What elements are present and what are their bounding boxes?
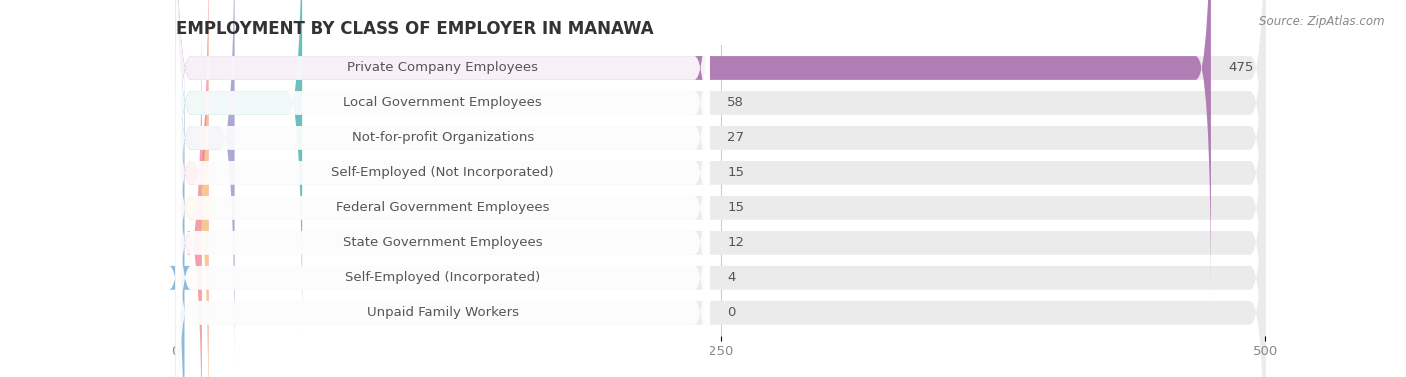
Text: Private Company Employees: Private Company Employees [347, 61, 538, 75]
FancyBboxPatch shape [176, 0, 710, 336]
FancyBboxPatch shape [176, 45, 1265, 377]
Text: Not-for-profit Organizations: Not-for-profit Organizations [352, 132, 534, 144]
FancyBboxPatch shape [176, 0, 1265, 377]
Text: EMPLOYMENT BY CLASS OF EMPLOYER IN MANAWA: EMPLOYMENT BY CLASS OF EMPLOYER IN MANAW… [176, 20, 654, 38]
Text: Local Government Employees: Local Government Employees [343, 97, 543, 109]
Text: 4: 4 [727, 271, 735, 284]
FancyBboxPatch shape [176, 0, 1265, 336]
Text: 0: 0 [727, 306, 735, 319]
FancyBboxPatch shape [176, 10, 710, 377]
FancyBboxPatch shape [176, 0, 1211, 301]
FancyBboxPatch shape [176, 0, 1265, 371]
FancyBboxPatch shape [176, 0, 1265, 301]
Text: 15: 15 [727, 201, 744, 215]
FancyBboxPatch shape [176, 0, 710, 377]
FancyBboxPatch shape [169, 45, 191, 377]
FancyBboxPatch shape [176, 80, 710, 377]
FancyBboxPatch shape [176, 0, 710, 377]
Text: 12: 12 [727, 236, 744, 249]
FancyBboxPatch shape [176, 0, 235, 371]
Text: Federal Government Employees: Federal Government Employees [336, 201, 550, 215]
Text: Source: ZipAtlas.com: Source: ZipAtlas.com [1260, 15, 1385, 28]
FancyBboxPatch shape [176, 10, 1265, 377]
FancyBboxPatch shape [176, 0, 1265, 377]
Text: 58: 58 [727, 97, 744, 109]
FancyBboxPatch shape [176, 45, 710, 377]
Text: Self-Employed (Incorporated): Self-Employed (Incorporated) [344, 271, 540, 284]
FancyBboxPatch shape [176, 0, 208, 377]
Text: State Government Employees: State Government Employees [343, 236, 543, 249]
Text: 27: 27 [727, 132, 744, 144]
FancyBboxPatch shape [176, 0, 710, 301]
Text: 475: 475 [1229, 61, 1254, 75]
FancyBboxPatch shape [176, 0, 302, 336]
Text: Unpaid Family Workers: Unpaid Family Workers [367, 306, 519, 319]
FancyBboxPatch shape [176, 0, 208, 377]
FancyBboxPatch shape [176, 80, 1265, 377]
Text: 15: 15 [727, 166, 744, 179]
Text: Self-Employed (Not Incorporated): Self-Employed (Not Incorporated) [332, 166, 554, 179]
FancyBboxPatch shape [176, 10, 202, 377]
FancyBboxPatch shape [176, 0, 710, 371]
